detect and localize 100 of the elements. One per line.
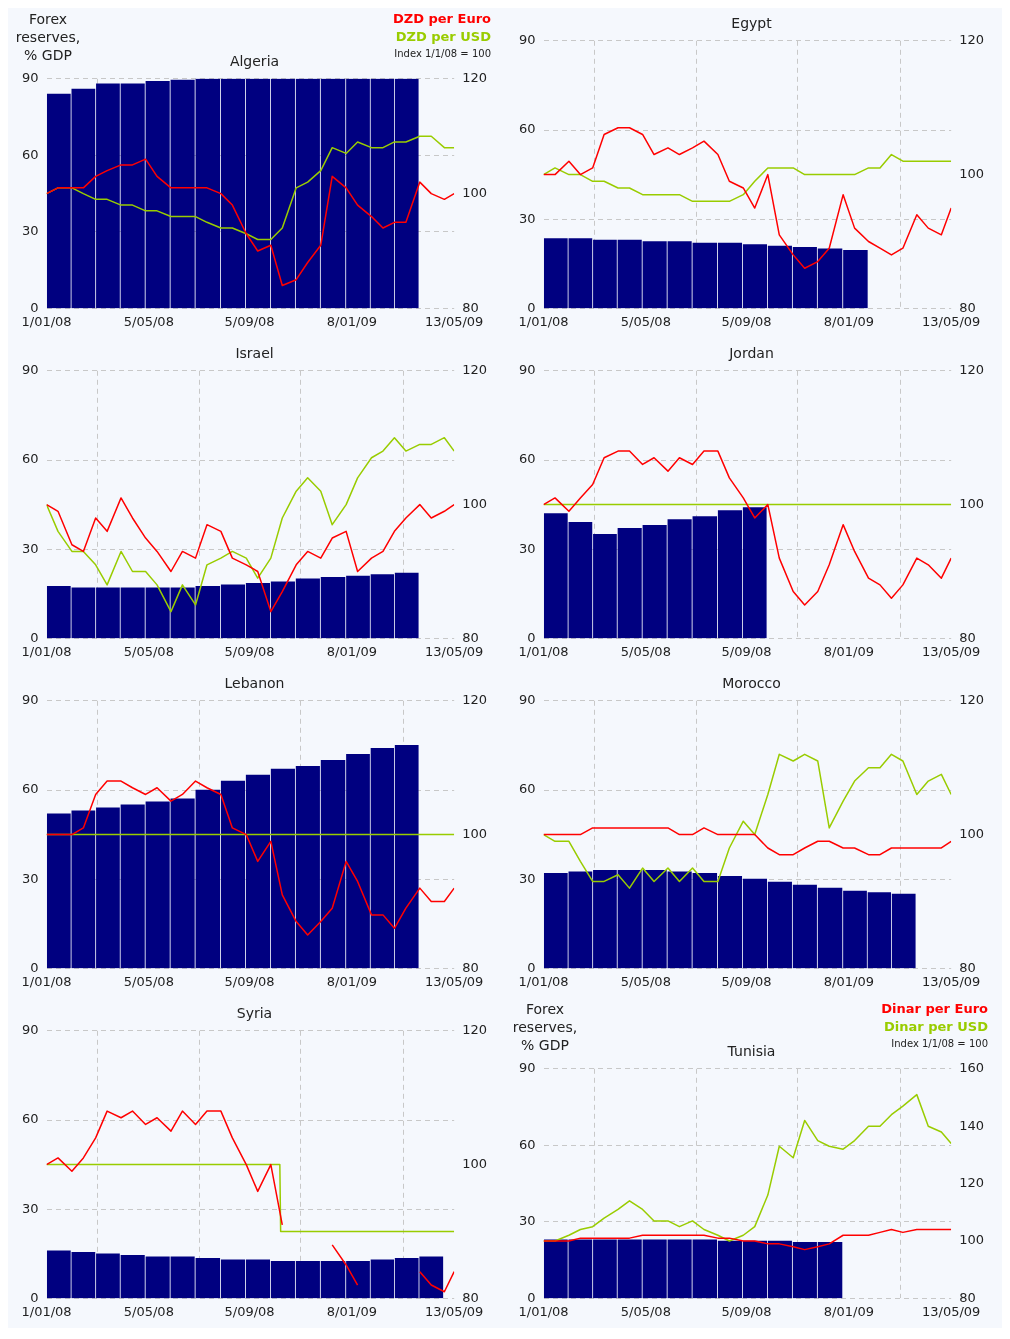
x-tick-label: 5/05/08	[123, 643, 174, 659]
y-tick-label: 90	[519, 1060, 536, 1076]
x-tick-label: 13/05/09	[424, 1303, 484, 1319]
x-tick-label: 5/09/08	[721, 973, 772, 989]
y2-tick-label: 120	[959, 32, 985, 48]
y-tick-label: 0	[30, 629, 39, 645]
chart-title: Morocco	[722, 675, 781, 692]
x-tick-label: 13/05/09	[921, 1303, 981, 1319]
y-tick-label: 60	[519, 451, 536, 467]
y2-tick-label: 140	[959, 1117, 985, 1133]
x-tick-label: 5/05/08	[123, 313, 174, 329]
y-tick-label: 60	[519, 781, 536, 797]
x-tick-label: 13/05/09	[424, 313, 484, 329]
x-tick-label: 5/09/08	[721, 1303, 772, 1319]
x-tick-label: 1/01/08	[21, 1303, 72, 1319]
y-tick-label: 90	[519, 362, 536, 378]
x-tick-label: 1/01/08	[518, 313, 569, 329]
chart-title: Jordan	[728, 345, 774, 362]
chart-title: Israel	[235, 345, 274, 362]
y2-tick-label: 80	[959, 1289, 976, 1305]
x-tick-label: 8/01/09	[326, 1303, 377, 1319]
y2-tick-label: 120	[959, 1174, 985, 1190]
y-tick-label: 30	[519, 870, 536, 886]
y2-tick-label: 120	[462, 362, 488, 378]
x-tick-label: 5/05/08	[620, 643, 671, 659]
x-tick-label: 8/01/09	[823, 1303, 874, 1319]
x-tick-label: 8/01/09	[823, 643, 874, 659]
y2-tick-label: 80	[462, 959, 479, 975]
x-tick-label: 8/01/09	[326, 643, 377, 659]
y-tick-label: 30	[519, 1213, 536, 1229]
chart-title: Algeria	[229, 53, 280, 70]
y2-tick-label: 100	[462, 184, 488, 200]
y-tick-label: 0	[30, 1289, 39, 1305]
y2-tick-label: 120	[462, 692, 488, 708]
y2-tick-label: 80	[462, 1289, 479, 1305]
text: Dinar per Euro	[881, 1000, 988, 1018]
y-tick-label: 0	[527, 299, 536, 315]
y-tick-label: 90	[519, 692, 536, 708]
x-tick-label: 1/01/08	[21, 973, 72, 989]
y-tick-label: 0	[527, 959, 536, 975]
x-tick-label: 8/01/09	[823, 313, 874, 329]
y2-tick-label: 100	[959, 165, 985, 181]
y-tick-label: 30	[22, 540, 39, 556]
y-tick-label: 30	[22, 1200, 39, 1216]
y2-tick-label: 80	[959, 959, 976, 975]
x-tick-label: 5/09/08	[224, 973, 275, 989]
text: Index 1/1/08 = 100	[890, 1037, 988, 1051]
x-tick-label: 1/01/08	[518, 973, 569, 989]
x-tick-label: 13/05/09	[424, 973, 484, 989]
y-tick-label: 60	[22, 1111, 39, 1127]
chart-title: Tunisia	[726, 1043, 776, 1060]
y-tick-label: 30	[519, 540, 536, 556]
chart-title: Lebanon	[224, 675, 285, 692]
text: DZD per Euro	[392, 10, 491, 28]
y2-tick-label: 120	[959, 362, 985, 378]
x-tick-label: 8/01/09	[326, 973, 377, 989]
y-tick-label: 30	[519, 210, 536, 226]
y-axis-title: Forex reserves, % GDP	[511, 1000, 579, 1054]
x-tick-label: 13/05/09	[921, 643, 981, 659]
y-tick-label: 0	[30, 299, 39, 315]
x-tick-label: 5/05/08	[620, 1303, 671, 1319]
y2-tick-label: 120	[959, 692, 985, 708]
y-tick-label: 0	[527, 1289, 536, 1305]
y2-tick-label: 160	[959, 1060, 985, 1076]
x-tick-label: 8/01/09	[823, 973, 874, 989]
y-tick-label: 90	[22, 1022, 39, 1038]
y-tick-label: 30	[22, 223, 39, 239]
x-tick-label: 5/09/08	[224, 313, 275, 329]
y2-tick-label: 80	[959, 299, 976, 315]
text: DZD per USD	[394, 28, 491, 46]
chart-title: Egypt	[731, 15, 773, 32]
y2-tick-label: 100	[959, 825, 985, 841]
y2-tick-label: 80	[462, 299, 479, 315]
y-tick-label: 60	[22, 451, 39, 467]
y-axis-title: Forex reserves, % GDP	[14, 10, 82, 64]
x-tick-label: 5/09/08	[224, 643, 275, 659]
y-tick-label: 60	[22, 781, 39, 797]
y2-tick-label: 80	[462, 629, 479, 645]
x-tick-label: 5/09/08	[721, 643, 772, 659]
x-tick-label: 5/05/08	[123, 973, 174, 989]
y-tick-label: 90	[519, 32, 536, 48]
y2-tick-label: 100	[462, 1155, 488, 1171]
x-tick-label: 1/01/08	[21, 313, 72, 329]
y2-tick-label: 120	[462, 70, 488, 86]
y2-tick-label: 100	[959, 1232, 985, 1248]
y2-tick-label: 100	[462, 495, 488, 511]
y-tick-label: 0	[30, 959, 39, 975]
y-tick-label: 60	[519, 121, 536, 137]
x-tick-label: 1/01/08	[518, 1303, 569, 1319]
x-tick-label: 13/05/09	[921, 313, 981, 329]
y2-tick-label: 80	[959, 629, 976, 645]
y2-tick-label: 100	[462, 825, 488, 841]
y-tick-label: 90	[22, 70, 39, 86]
x-tick-label: 13/05/09	[921, 973, 981, 989]
x-tick-label: 5/09/08	[224, 1303, 275, 1319]
x-tick-label: 1/01/08	[21, 643, 72, 659]
y-tick-label: 90	[22, 692, 39, 708]
x-tick-label: 1/01/08	[518, 643, 569, 659]
y2-tick-label: 120	[462, 1022, 488, 1038]
x-tick-label: 8/01/09	[326, 313, 377, 329]
